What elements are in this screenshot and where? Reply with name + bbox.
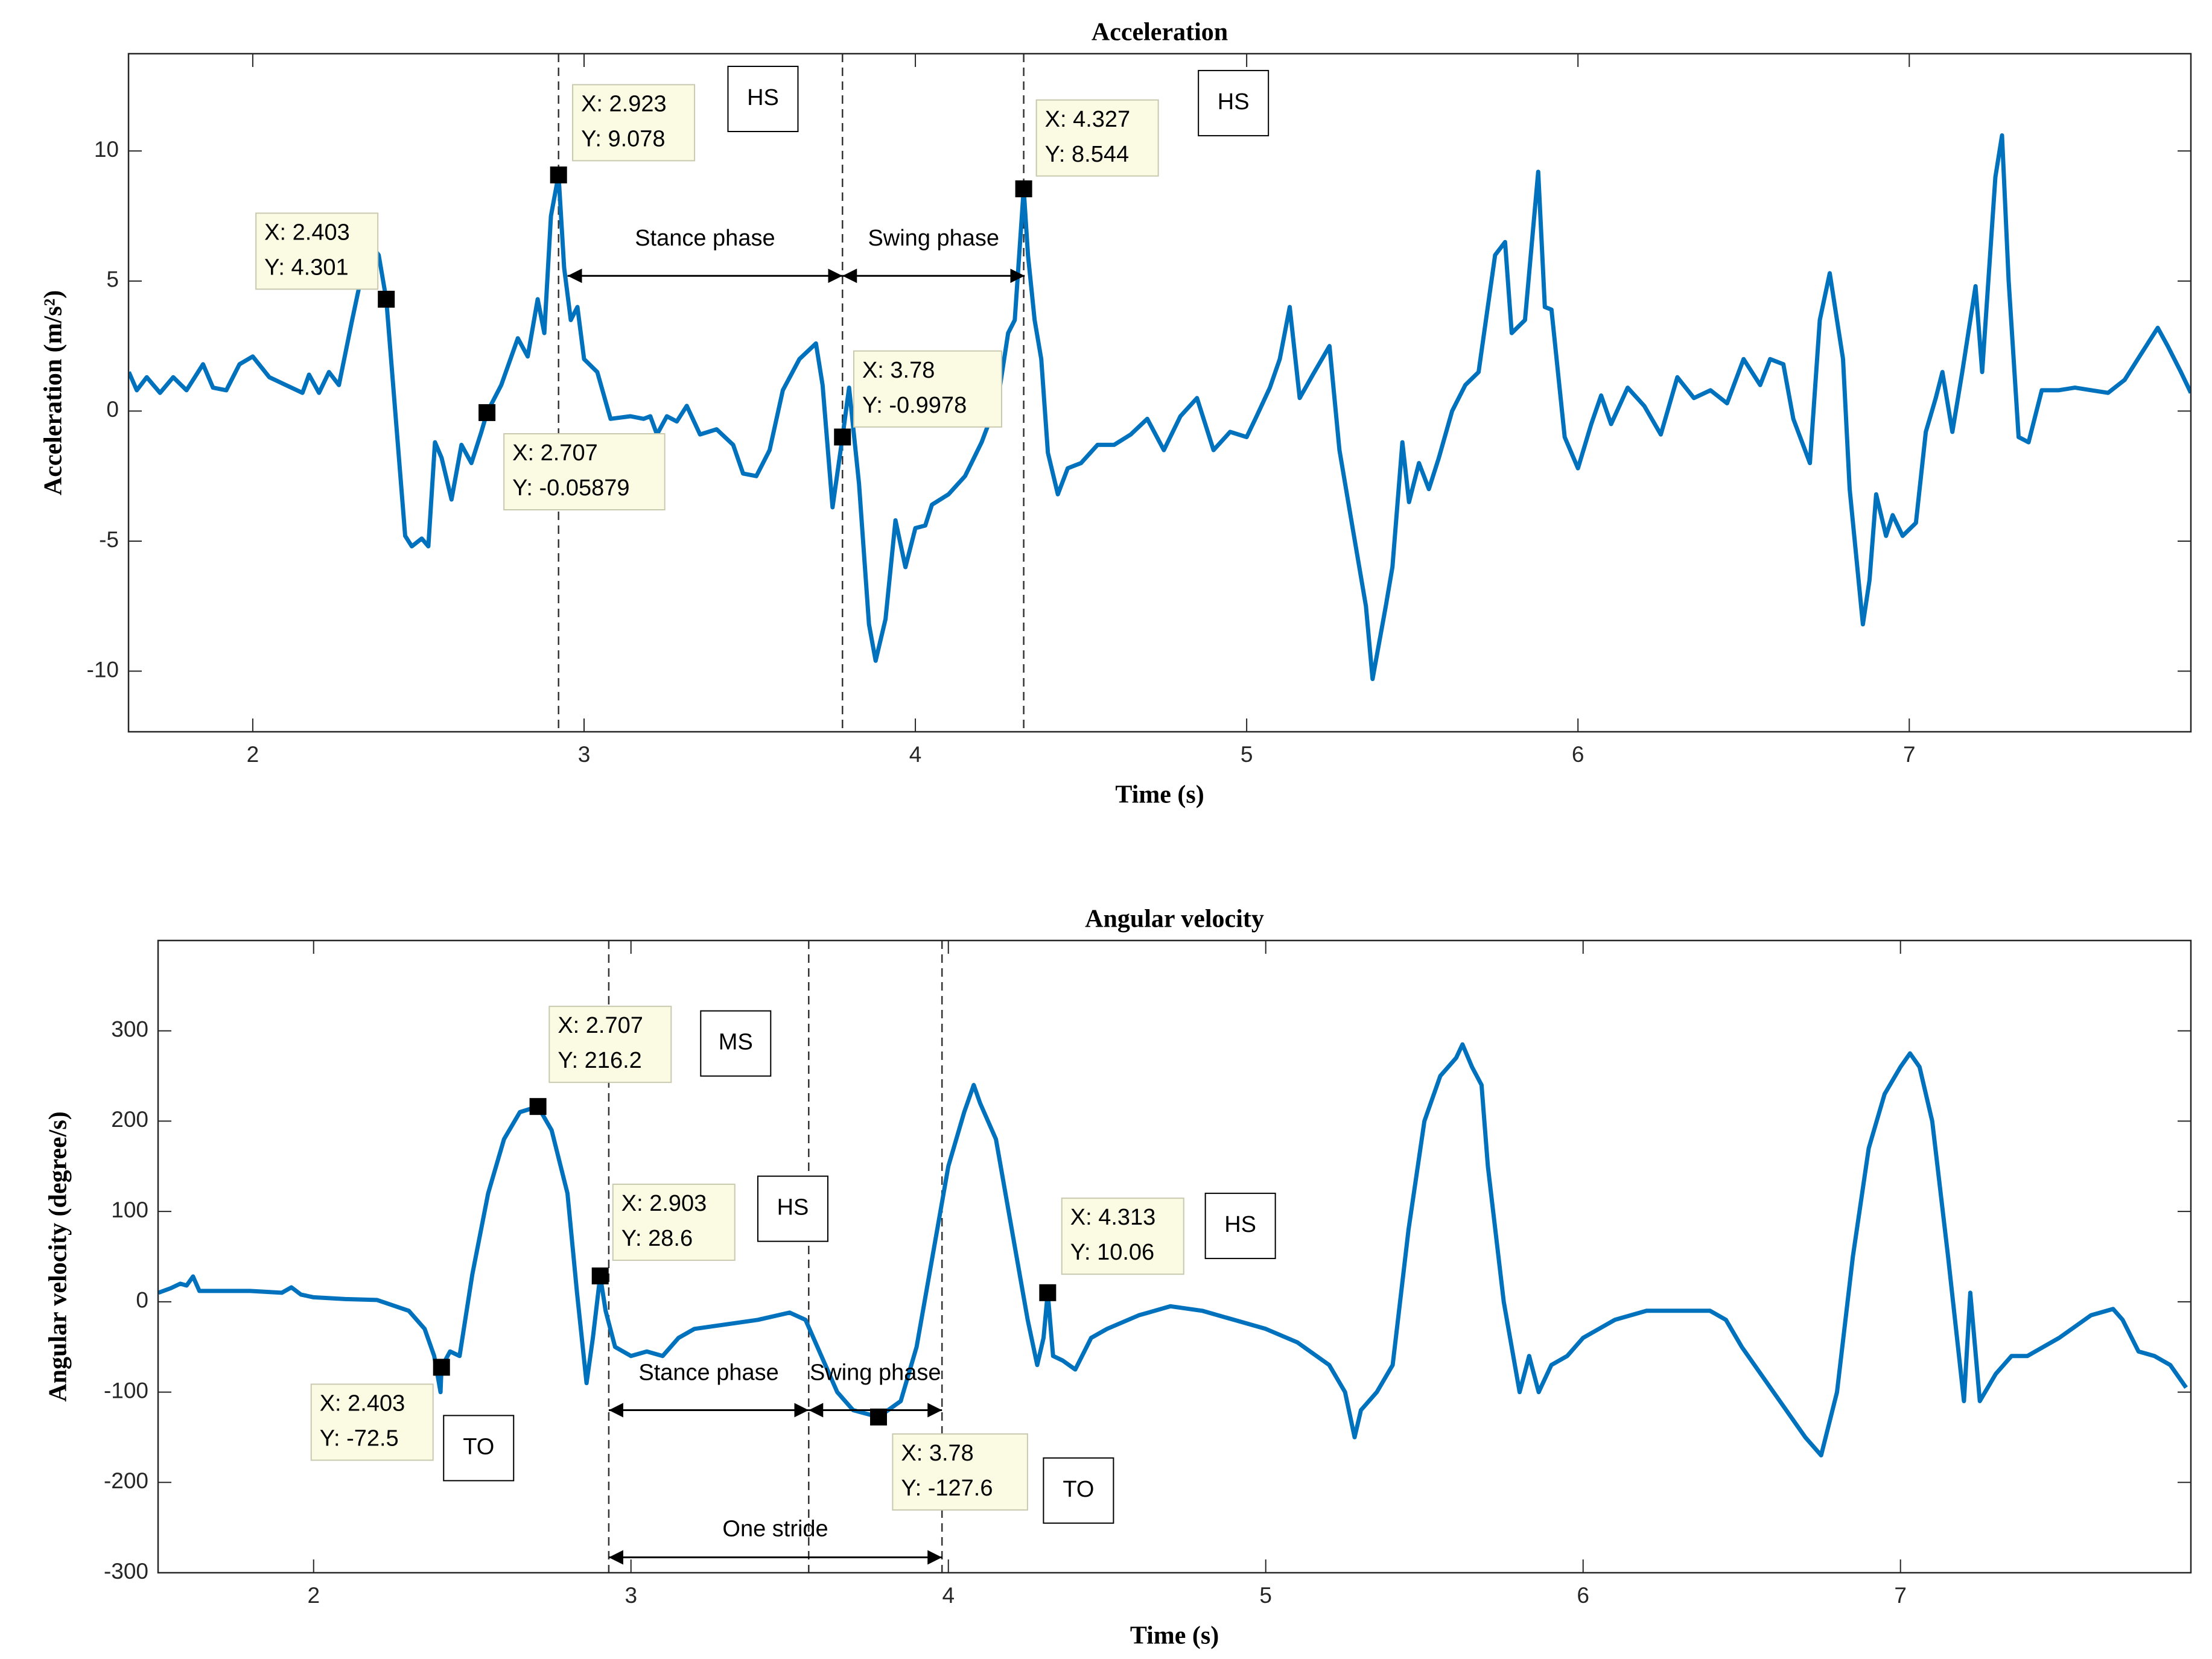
datatip-x: X: 3.78: [862, 358, 935, 383]
x-tick-label: 4: [909, 742, 922, 767]
datatip-marker: [378, 290, 395, 308]
x-tick-label: 5: [1259, 1583, 1272, 1608]
phase-label: Swing phase: [868, 226, 999, 251]
datatip-marker: [870, 1408, 888, 1426]
event-label: TO: [463, 1434, 494, 1459]
x-tick-label: 5: [1241, 742, 1253, 767]
datatip-box: [853, 350, 1002, 428]
data-layer: [129, 133, 2191, 681]
datatip-x: X: 2.923: [581, 91, 667, 116]
datatip-x: X: 2.707: [558, 1013, 643, 1038]
datatip-marker: [591, 1267, 609, 1285]
event-label: TO: [1063, 1477, 1094, 1502]
datatip-box: [612, 1184, 736, 1261]
x-tick-label: 2: [307, 1583, 320, 1608]
event-label: HS: [777, 1195, 809, 1220]
datatip-x: X: 3.78: [901, 1441, 973, 1466]
x-tick-label: 6: [1572, 742, 1584, 767]
y-tick-label: 300: [111, 1017, 148, 1041]
y-tick-label: 0: [136, 1288, 148, 1313]
datatip-box: [572, 84, 696, 162]
datatip-marker: [1015, 180, 1032, 198]
phase-label: Swing phase: [810, 1360, 941, 1386]
datatip-box: [1061, 1197, 1184, 1275]
datatip-marker: [1039, 1284, 1057, 1301]
datatip-y: Y: 4.301: [264, 255, 348, 280]
datatip-marker: [834, 428, 851, 446]
datatip-box: [892, 1433, 1028, 1511]
datatip-y: Y: 10.06: [1070, 1240, 1154, 1265]
datatip-marker: [478, 404, 496, 421]
event-label: HS: [1224, 1212, 1256, 1237]
x-tick-label: 3: [625, 1583, 637, 1608]
chart-title: Angular velocity: [1085, 906, 1264, 933]
x-tick-label: 4: [942, 1583, 955, 1608]
data-layer: [158, 1042, 2188, 1458]
datatip-marker: [529, 1098, 547, 1115]
chart-title: Acceleration: [1092, 19, 1228, 46]
y-tick-label: -200: [104, 1468, 148, 1493]
x-axis-label: Time (s): [1130, 1622, 1219, 1650]
event-box: [700, 1010, 772, 1077]
datatip-x: X: 2.403: [264, 220, 350, 245]
axes-frame: [127, 52, 2192, 733]
datatip-x: X: 4.327: [1045, 107, 1131, 132]
datatip-box: [1035, 99, 1159, 177]
y-axis-label: Acceleration (m/s²): [40, 290, 68, 495]
datatip-x: X: 2.707: [512, 440, 598, 466]
x-axis-label: Time (s): [1115, 781, 1204, 809]
datatip-y: Y: 216.2: [558, 1048, 641, 1073]
y-tick-label: 0: [106, 397, 119, 422]
datatip-x: X: 2.903: [621, 1191, 707, 1216]
datatip-marker: [433, 1359, 450, 1376]
datatip-y: Y: 9.078: [581, 126, 665, 151]
signal-line: [129, 133, 2191, 681]
event-label: HS: [1218, 89, 1250, 115]
phase-label: Stance phase: [638, 1360, 778, 1386]
datatip-box: [503, 433, 666, 511]
event-box: [727, 66, 799, 133]
datatip-box: [548, 1006, 672, 1083]
phase-label: Stance phase: [635, 226, 775, 251]
y-tick-label: 5: [106, 267, 119, 292]
datatip-y: Y: 28.6: [621, 1226, 693, 1251]
datatip-y: Y: 8.544: [1045, 142, 1129, 167]
datatip-x: X: 4.313: [1070, 1205, 1156, 1230]
event-box: [1198, 69, 1270, 136]
x-tick-label: 3: [578, 742, 591, 767]
datatip-y: Y: -0.05879: [512, 475, 629, 501]
event-box: [757, 1175, 828, 1242]
y-tick-label: 200: [111, 1107, 148, 1132]
y-tick-label: -100: [104, 1378, 148, 1403]
x-tick-label: 7: [1894, 1583, 1907, 1608]
y-axis-label: Angular velocity (degree/s): [45, 1111, 72, 1401]
y-tick-label: -5: [99, 527, 119, 552]
event-label: MS: [719, 1030, 753, 1055]
datatip-box: [310, 1383, 434, 1461]
event-box: [1204, 1193, 1276, 1260]
y-tick-label: 100: [111, 1197, 148, 1222]
y-tick-label: 10: [94, 137, 119, 162]
event-box: [1043, 1457, 1114, 1524]
x-tick-label: 6: [1577, 1583, 1589, 1608]
datatip-x: X: 2.403: [320, 1391, 405, 1416]
event-label: HS: [747, 85, 779, 110]
datatip-marker: [550, 167, 567, 184]
x-tick-label: 7: [1903, 742, 1916, 767]
phase-label: One stride: [722, 1517, 828, 1542]
y-tick-label: -300: [104, 1559, 148, 1584]
event-box: [443, 1415, 515, 1482]
datatip-y: Y: -72.5: [320, 1426, 399, 1451]
datatip-y: Y: -127.6: [901, 1476, 993, 1501]
x-tick-label: 2: [247, 742, 259, 767]
datatip-box: [255, 212, 379, 290]
axes-frame: [157, 939, 2192, 1574]
datatip-y: Y: -0.9978: [862, 393, 967, 418]
signal-line: [158, 1042, 2188, 1458]
y-tick-label: -10: [87, 657, 119, 682]
plot-area: [129, 54, 2191, 732]
